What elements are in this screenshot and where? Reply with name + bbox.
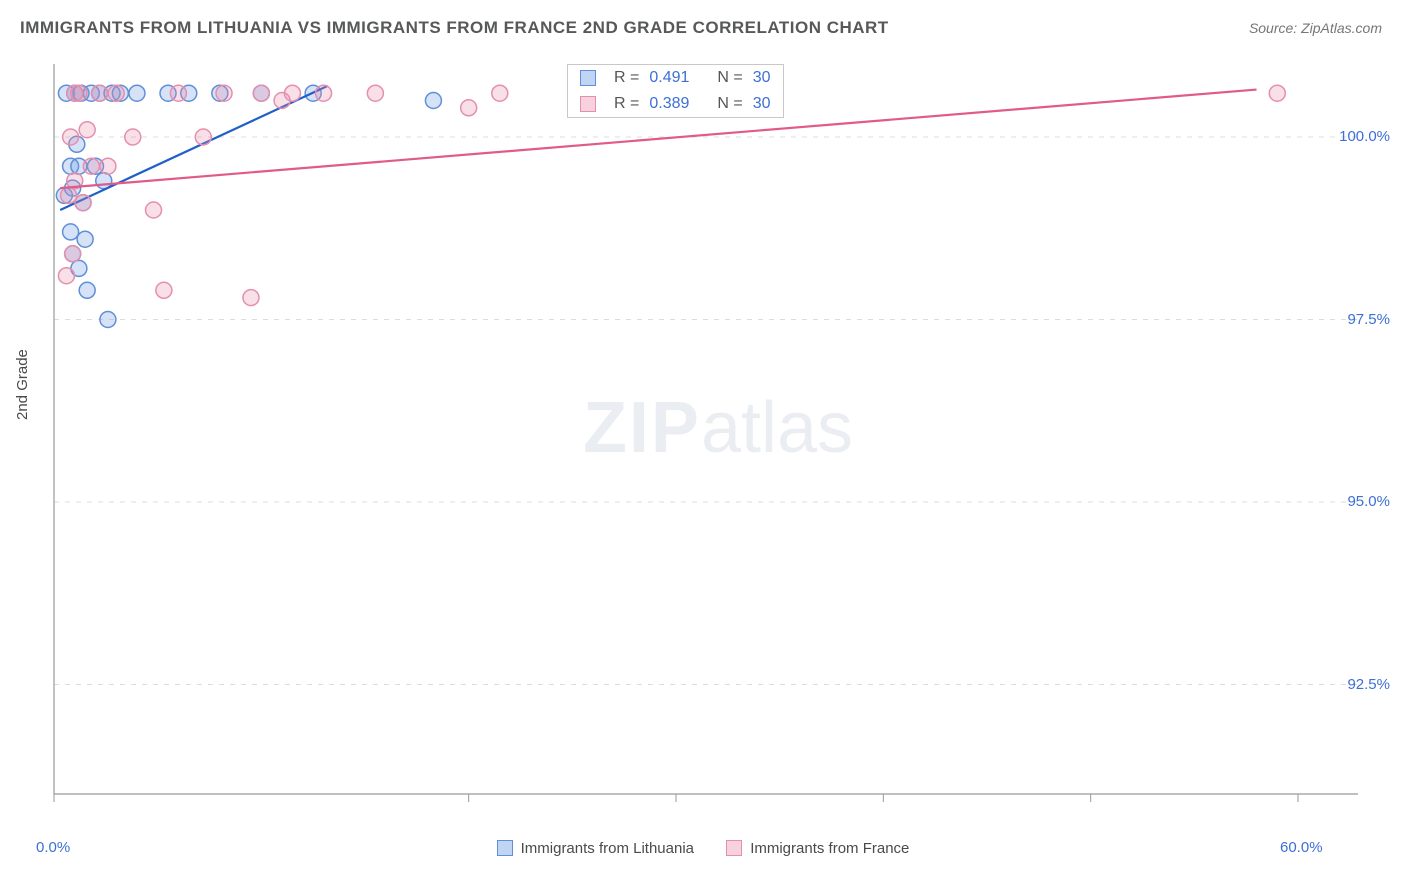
legend-item-france: Immigrants from France — [726, 840, 909, 857]
y-tick-label: 100.0% — [1339, 128, 1390, 145]
source-credit: Source: ZipAtlas.com — [1249, 20, 1382, 36]
correlation-legend-box: R = 0.491 N = 30 R = 0.389 N = 30 — [567, 64, 784, 118]
legend-swatch-lithuania — [497, 840, 513, 856]
legend-item-lithuania: Immigrants from Lithuania — [497, 840, 694, 857]
legend-bottom: Immigrants from Lithuania Immigrants fro… — [0, 840, 1406, 861]
corr-n-value: 30 — [753, 69, 771, 87]
y-tick-label: 95.0% — [1347, 493, 1390, 510]
corr-r-label: R = — [614, 95, 639, 113]
plot-area: ZIPatlas R =0.491N =30R =0.389N =30 — [48, 52, 1388, 812]
corr-row: R = 0.389 N = 30 — [568, 91, 783, 117]
corr-row: R = 0.491 N = 30 — [568, 65, 783, 91]
corr-swatch — [580, 96, 596, 112]
corr-n-value: 30 — [753, 95, 771, 113]
scatter-svg — [48, 52, 1388, 812]
legend-label-lithuania: Immigrants from Lithuania — [521, 840, 694, 857]
corr-r-label: R = — [614, 69, 639, 87]
chart-title: IMMIGRANTS FROM LITHUANIA VS IMMIGRANTS … — [20, 18, 889, 38]
y-tick-label: 92.5% — [1347, 676, 1390, 693]
legend-label-france: Immigrants from France — [750, 840, 909, 857]
y-axis-label: 2nd Grade — [14, 349, 31, 420]
legend-swatch-france — [726, 840, 742, 856]
corr-swatch — [580, 70, 596, 86]
corr-n-label: N = — [717, 95, 742, 113]
corr-r-value: 0.491 — [649, 69, 689, 87]
y-tick-label: 97.5% — [1347, 311, 1390, 328]
corr-n-label: N = — [717, 69, 742, 87]
corr-r-value: 0.389 — [649, 95, 689, 113]
